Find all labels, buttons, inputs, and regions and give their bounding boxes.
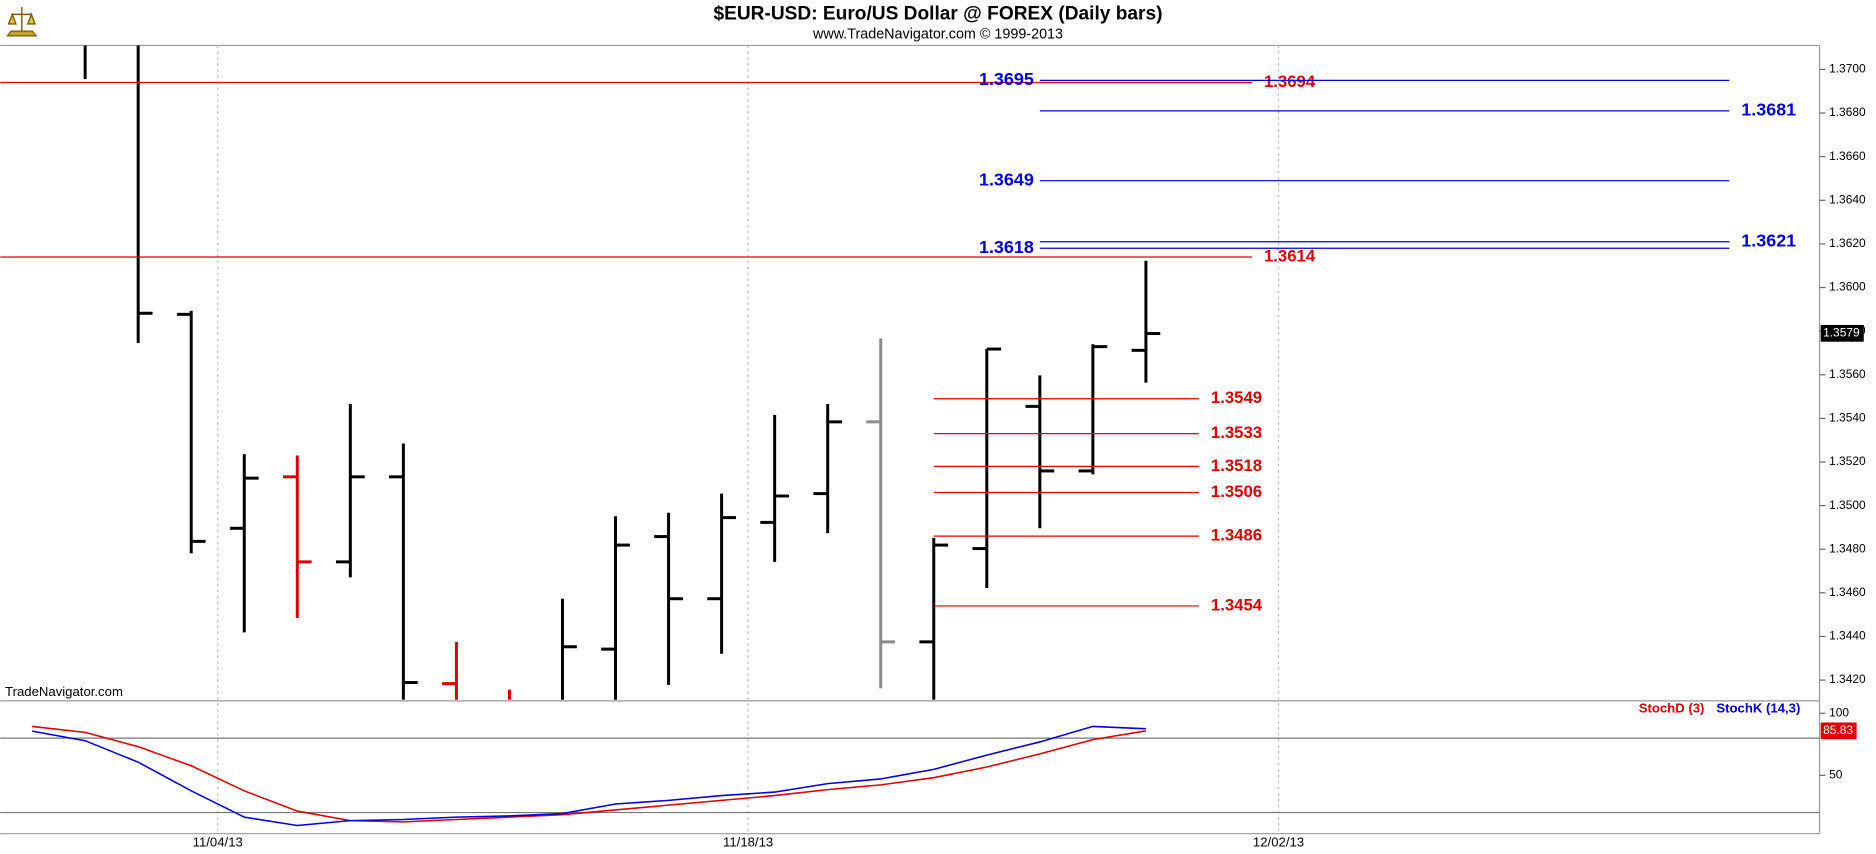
level-label: 1.3533 (1211, 423, 1262, 442)
y-tick-label: 1.3520 (1829, 454, 1866, 468)
x-tick-label: 11/18/13 (723, 835, 773, 850)
ohlc-bar (136, 45, 153, 344)
ohlc-bar (389, 443, 418, 700)
legend-entry: StochD (3) (1639, 701, 1705, 716)
level-label: 1.3621 (1741, 230, 1796, 250)
stoch-line (32, 725, 1147, 823)
ohlc-bar (560, 598, 577, 700)
ohlc-bar (1131, 260, 1161, 383)
level-label: 1.3614 (1264, 246, 1316, 265)
x-tick-label: 12/02/13 (1253, 835, 1304, 850)
ohlc-bar (601, 516, 630, 700)
level-label: 1.3695 (979, 69, 1034, 89)
ohlc-bar (1025, 375, 1055, 529)
y-tick-label: 1.3660 (1829, 149, 1866, 163)
x-tick-label: 11/04/13 (193, 835, 243, 850)
ohlc-bar (760, 414, 789, 562)
y-tick-label: 1.3600 (1829, 280, 1866, 294)
ohlc-bar (282, 455, 312, 618)
logo (6, 7, 38, 37)
stoch-line (31, 725, 1146, 827)
y-tick-label: 1.3680 (1829, 105, 1866, 119)
ohlc-bar (442, 641, 458, 700)
y-tick-label: 50 (1829, 767, 1843, 781)
y-tick-label: 1.3540 (1829, 411, 1866, 425)
ohlc-bar (707, 493, 736, 654)
level-label: 1.3618 (979, 237, 1034, 257)
chart-subtitle: www.TradeNavigator.com © 1999-2013 (812, 26, 1063, 42)
ohlc-bar (866, 338, 896, 689)
last-value-label: 85.83 (1823, 723, 1853, 737)
ohlc-bar (335, 403, 365, 578)
level-label: 1.3518 (1211, 456, 1262, 475)
y-tick-label: 1.3460 (1829, 585, 1866, 599)
y-tick-label: 1.3700 (1829, 62, 1866, 76)
level-label: 1.3681 (1741, 100, 1796, 120)
chart-title: $EUR-USD: Euro/US Dollar @ FOREX (Daily … (713, 3, 1162, 24)
last-price-label: 1.3579 (1823, 325, 1860, 339)
ohlc-bar (813, 403, 843, 534)
level-label: 1.3649 (979, 169, 1034, 189)
ohlc-bar (654, 512, 683, 685)
price-plot (83, 45, 1161, 700)
y-tick-label: 1.3480 (1829, 541, 1866, 555)
ohlc-bar (1078, 344, 1108, 475)
watermark: TradeNavigator.com (5, 684, 123, 699)
last-price-box (1820, 324, 1864, 342)
ohlc-bar (83, 45, 87, 80)
level-label: 1.3486 (1211, 526, 1262, 545)
legend-entry: StochK (14,3) (1716, 701, 1800, 716)
y-tick-label: 100 (1829, 705, 1849, 719)
level-label: 1.3506 (1211, 482, 1262, 501)
level-label: 1.3549 (1211, 388, 1262, 407)
y-tick-label: 1.3500 (1829, 498, 1866, 512)
level-label: 1.3454 (1211, 595, 1263, 614)
stoch-plot (31, 725, 1147, 827)
level-label: 1.3694 (1264, 72, 1316, 91)
ohlc-bar (919, 537, 949, 700)
ohlc-bar (972, 347, 1002, 589)
last-value-box (1820, 722, 1857, 740)
ohlc-bar (229, 454, 259, 633)
ohlc-bar (176, 310, 206, 554)
y-tick-label: 1.3420 (1829, 672, 1866, 686)
y-tick-label: 1.3560 (1829, 367, 1866, 381)
y-tick-label: 1.3620 (1829, 236, 1866, 250)
y-tick-label: 1.3640 (1829, 192, 1866, 206)
y-tick-label: 1.3440 (1829, 629, 1866, 643)
